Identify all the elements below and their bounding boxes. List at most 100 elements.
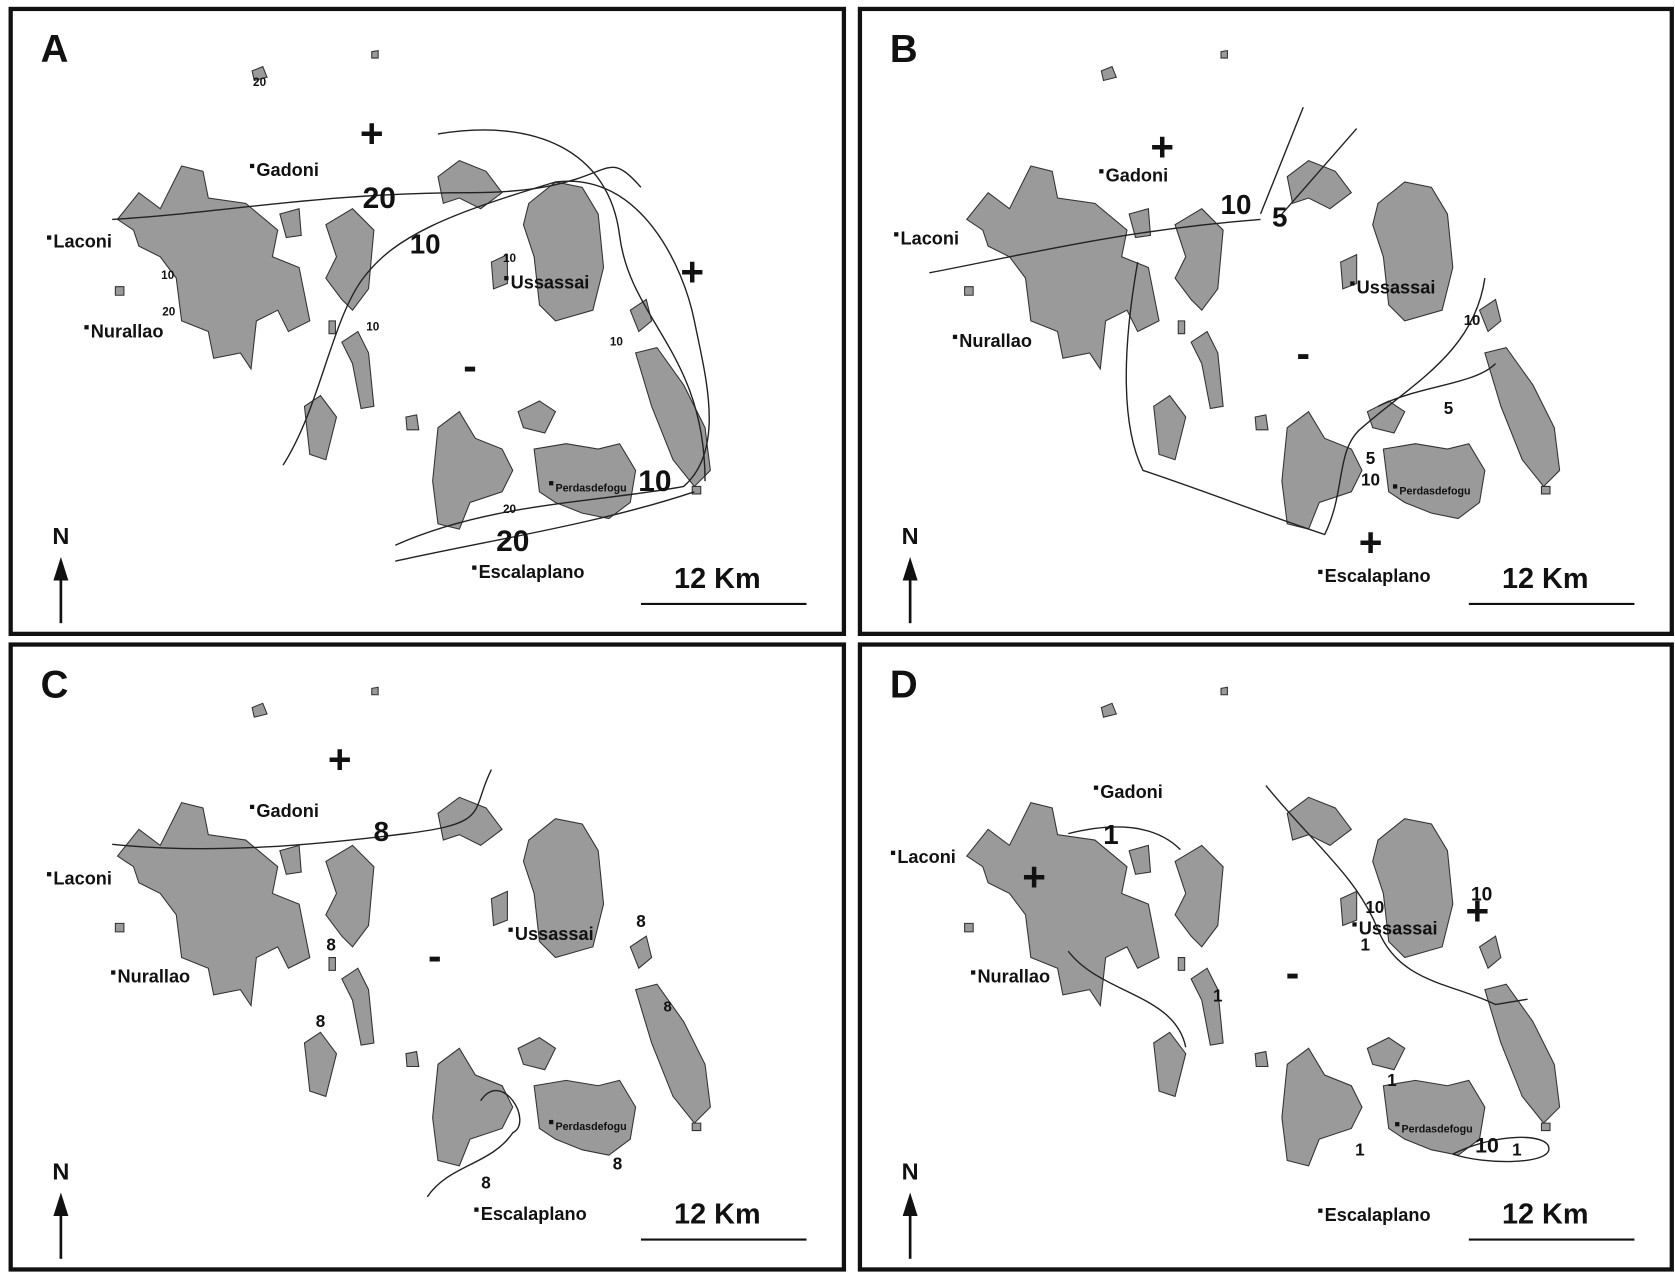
contour-label: 10 [503,252,517,265]
landmass [115,51,710,530]
sign-label: - [1296,330,1310,376]
north-arrowhead [53,557,68,581]
place-marker [1395,1122,1399,1126]
map-panel: CGadoniLaconiNurallaoUssassaiPerdasdefog… [11,645,844,1270]
place-name: Escalaplano [1325,566,1431,586]
panel-frame [860,645,1672,1270]
place-marker [1350,281,1354,285]
map-panel: D Gadoni Laconi Nurallao Ussassai Perdasdefog… [860,645,1672,1270]
place-name: Perdasdefogu [1399,486,1470,498]
panel-letter: D [890,663,918,706]
contour-label: 8 [326,935,336,954]
contour-label: 20 [162,305,176,318]
sign-label: + [360,110,384,156]
contour-label: 20 [363,182,396,215]
place-name: Laconi [53,868,112,888]
sign-label: + [1022,853,1046,899]
place-marker [508,928,512,932]
north-arrowhead [53,1193,68,1217]
north-arrowhead [903,1193,918,1217]
place-marker [549,481,553,485]
contour-label: 1 [1360,935,1370,954]
contour-label: 8 [663,999,671,1016]
place-name: Nurallao [977,967,1050,987]
map-panel: A Gadoni Laconi Nurallao Ussassai Perdasdefog… [11,9,844,634]
place-name: Nurallao [959,331,1032,351]
place-marker [1352,922,1356,926]
contour-label: 1 [1512,1140,1522,1159]
place-name: Laconi [901,228,960,248]
place-name: Perdasdefogu [1402,1123,1473,1135]
contour-label: 5 [1272,202,1287,233]
map-panel: BGadoniLaconiNurallaoUssassaiPerdasdefog… [860,9,1672,634]
contour-label: 1 [1213,987,1223,1006]
place-marker [47,235,51,239]
place-marker [47,872,51,876]
place-marker [111,970,115,974]
place-marker [971,970,975,974]
contour-label: 10 [1464,312,1481,329]
contour-label: 10 [1361,471,1380,490]
scale-label: 12 Km [1502,1199,1589,1231]
contour-label: 10 [1475,1133,1499,1157]
place-name: Perdasdefogu [555,482,626,494]
north-label: N [52,523,69,549]
place-marker [474,1208,478,1212]
place-name: Nurallao [91,321,164,341]
north-label: N [902,523,919,549]
place-name: Ussassai [515,924,594,944]
sign-label: - [428,932,442,978]
place-marker [953,335,957,339]
place-name: Ussassai [1357,278,1436,298]
place-marker [504,276,508,280]
place-name: Escalaplano [479,562,585,582]
panel-letter: A [41,28,69,71]
place-marker [250,805,254,809]
place-marker [894,232,898,236]
place-marker [1094,786,1098,790]
landmass [115,687,710,1166]
panel-letter: B [890,28,918,71]
contour-label: 20 [496,525,529,558]
sign-label: - [463,343,477,389]
place-name: Laconi [53,232,112,252]
place-marker [84,325,88,329]
contour-label: 10 [366,320,380,333]
scale-label: 12 Km [1502,563,1589,595]
sign-label: + [1359,519,1383,565]
sign-label: + [1466,887,1490,933]
contour-label: 20 [503,503,517,516]
sign-label: + [328,736,352,782]
place-marker [1318,1209,1322,1213]
place-marker [891,851,895,855]
place-name: Ussassai [1359,919,1438,939]
contour-label: 1 [1355,1140,1365,1159]
place-marker [472,565,476,569]
landmass [965,51,1560,530]
place-name: Escalaplano [1325,1205,1431,1225]
place-marker [1099,169,1103,173]
contour-label: 1 [1387,1071,1397,1090]
contour-label: 8 [613,1154,623,1173]
place-marker [1393,484,1397,488]
contour-label: 10 [1365,898,1384,917]
north-label: N [902,1159,919,1185]
place-name: Laconi [897,847,956,867]
contour-label: 10 [410,228,441,259]
panel-frame [860,9,1672,634]
contour-label: 8 [481,1174,491,1193]
map-figure: A Gadoni Laconi Nurallao Ussassai Perdasdefog… [0,0,1675,1272]
place-name: Gadoni [1100,782,1163,802]
place-name: Perdasdefogu [555,1121,626,1133]
contour-label: 10 [610,335,624,348]
contour-label: 5 [1366,449,1376,468]
place-name: Gadoni [256,160,319,180]
scale-label: 12 Km [674,1199,761,1231]
place-name: Ussassai [511,272,590,292]
contour-label: 10 [1221,189,1252,220]
scale-label: 12 Km [674,563,761,595]
sign-label: + [1150,124,1174,170]
place-marker [250,164,254,168]
sign-label: - [1286,949,1300,995]
contour-label: 5 [1444,399,1454,418]
